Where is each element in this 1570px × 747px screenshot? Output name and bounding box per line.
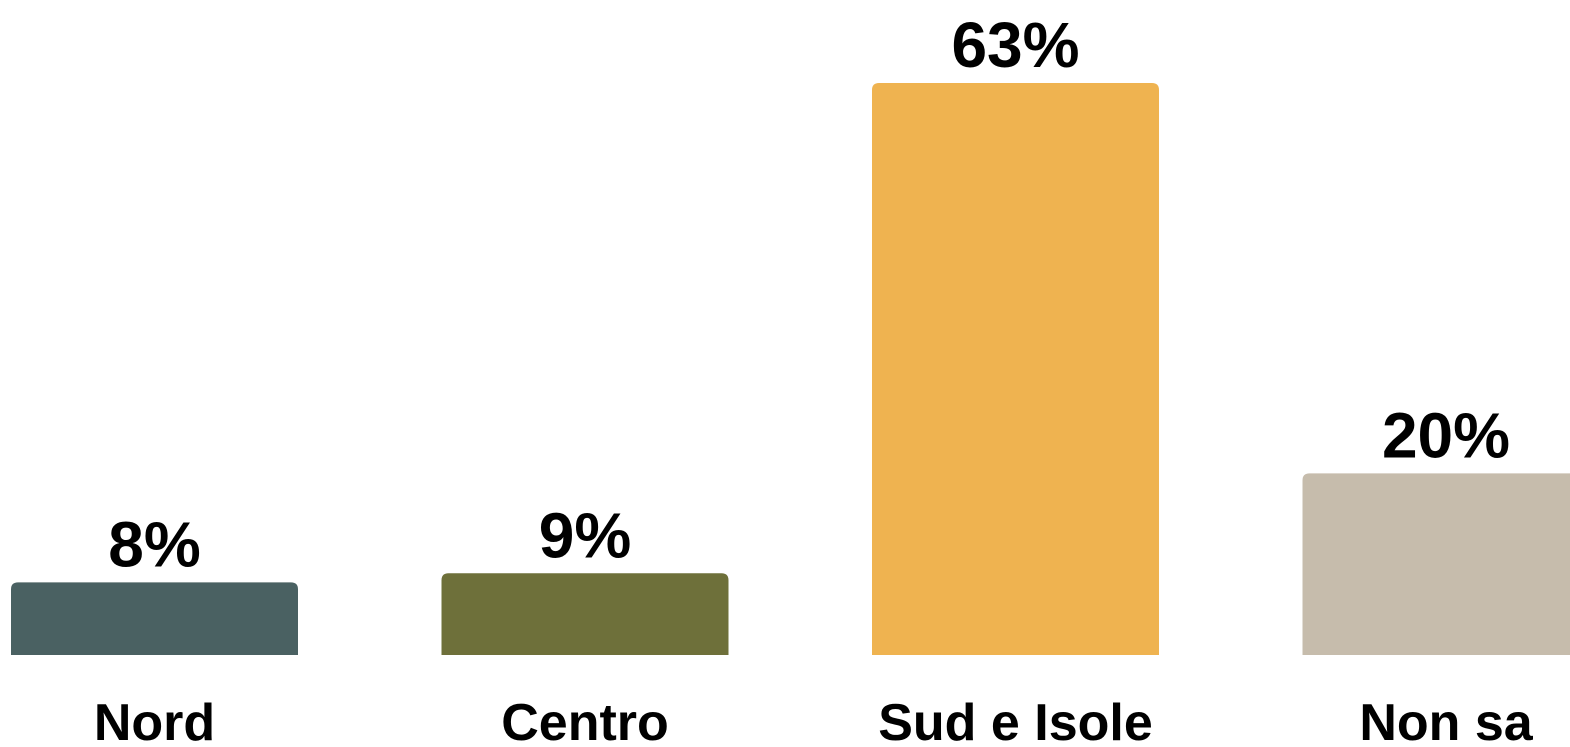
bar-centro — [441, 573, 729, 655]
category-labels-group: Nord Centro Sud e Isole Non sa — [94, 694, 1534, 747]
value-label-nord: 8% — [108, 508, 201, 580]
category-label-non-sa: Non sa — [1359, 694, 1533, 747]
value-label-sud-e-isole: 63% — [951, 9, 1079, 81]
bar-sud-e-isole — [872, 83, 1159, 655]
value-labels-group: 8% 9% 63% 20% — [108, 9, 1510, 580]
bar-nord — [11, 582, 298, 655]
category-label-nord: Nord — [94, 694, 215, 747]
category-label-centro: Centro — [501, 694, 669, 747]
value-label-centro: 9% — [539, 499, 632, 571]
value-label-non-sa: 20% — [1382, 399, 1510, 471]
category-label-sud-e-isole: Sud e Isole — [878, 694, 1153, 747]
bars-group — [11, 83, 1570, 655]
bar-non-sa — [1302, 473, 1570, 655]
